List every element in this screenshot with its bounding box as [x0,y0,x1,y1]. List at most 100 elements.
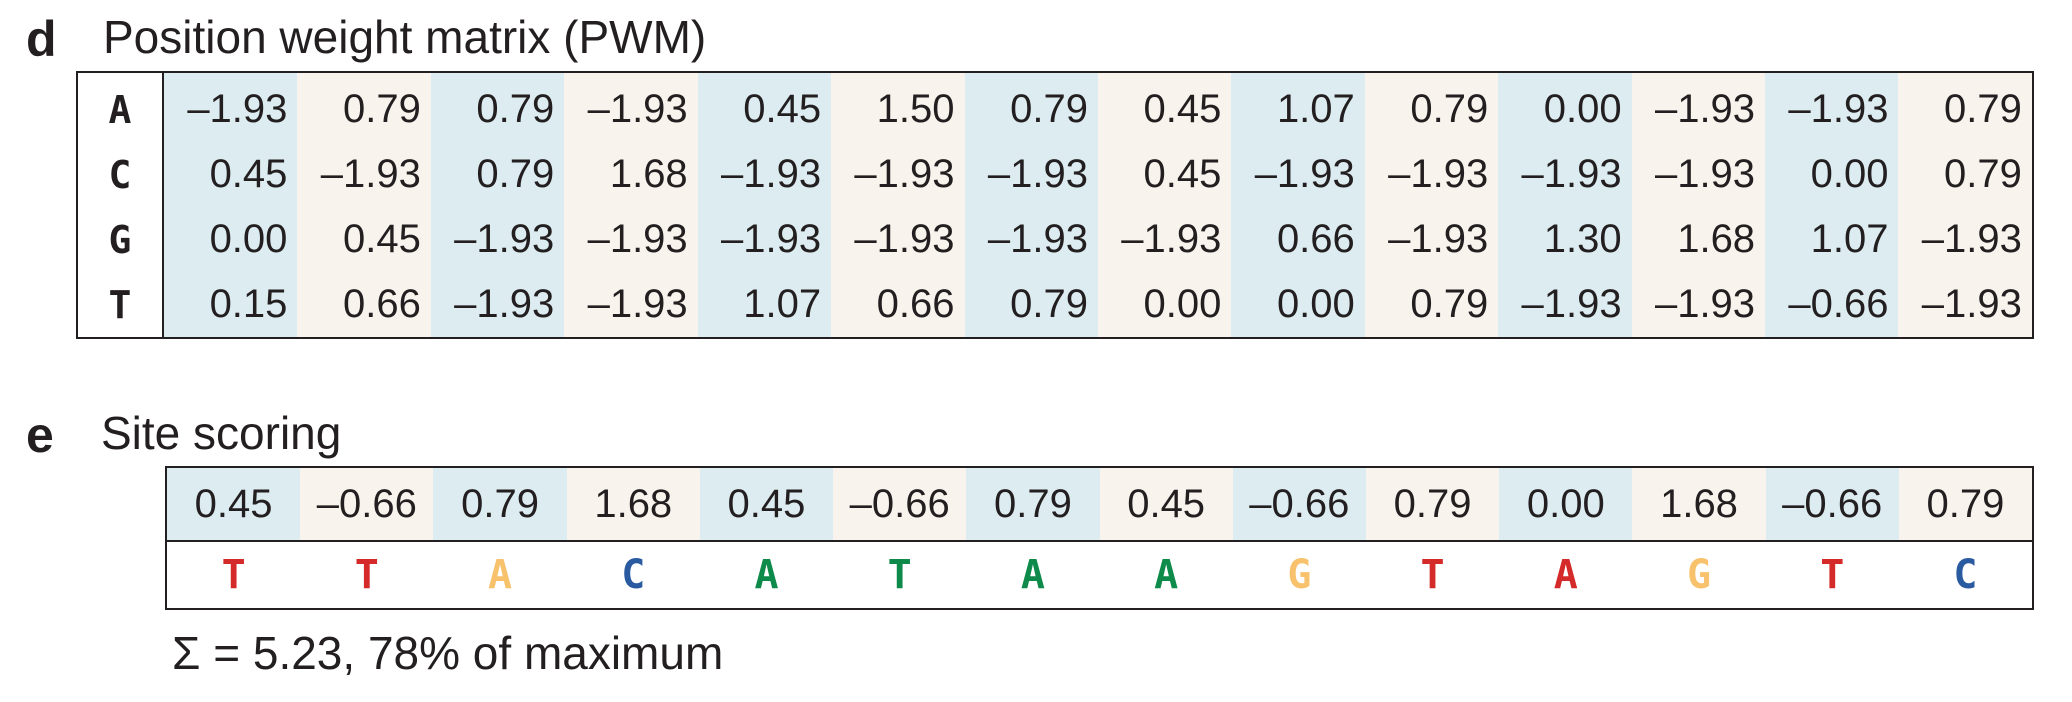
pwm-cell: –1.93 [1121,217,1222,261]
pwm-cell: 0.79 [1944,87,2022,131]
pwm-column: 0.79 –1.93 0.45 0.66 [297,73,431,337]
pwm-base-label-c: C [108,152,132,197]
sequence-base: A [1553,552,1578,598]
pwm-cell: –1.93 [1921,217,2022,261]
pwm-column: 0.79 0.79 –1.93 –1.93 [430,73,565,337]
pwm-cell: –1.93 [854,217,955,261]
sequence-base: A [1154,552,1179,598]
sequence-base: A [1020,552,1045,598]
score-summary: Σ = 5.23, 78% of maximum [172,627,724,679]
pwm-base-label-a: A [108,87,132,132]
pwm-cell: –1.93 [320,152,421,196]
pwm-column: 0.79 0.79 –1.93 –1.93 [1898,73,2032,337]
pwm-column: –1.93 0.00 1.07 –0.66 [1765,73,1899,337]
pwm-table: A C G T –1.93 0.45 0.00 0.15 0.79 –1.93 0.45 0.… [76,71,2034,339]
score-cell: 0.79 [433,468,567,540]
pwm-cell: –1.93 [1521,282,1622,326]
pwm-cell: –1.93 [1788,87,1889,131]
sequence-base: T [887,552,912,598]
score-cell: 0.00 [1499,468,1633,540]
pwm-column: 0.45 0.45 –1.93 0.00 [1097,73,1232,337]
pwm-column: 0.79 –1.93 –1.93 0.79 [964,73,1098,337]
pwm-columns: –1.93 0.45 0.00 0.15 0.79 –1.93 0.45 0.66 0.79 0.… [164,73,2032,337]
pwm-cell: 0.15 [209,282,288,326]
pwm-cell: 0.00 [209,217,288,261]
pwm-cell: –1.93 [454,217,555,261]
pwm-cell: –0.66 [1788,282,1889,326]
pwm-column: 1.07 –1.93 0.66 0.00 [1231,73,1365,337]
pwm-cell: 0.79 [342,87,421,131]
pwm-column: –1.93 0.45 0.00 0.15 [164,73,298,337]
pwm-cell: –1.93 [587,217,688,261]
score-row: 0.45 –0.66 0.79 1.68 0.45 –0.66 0.79 0.45 –0.66 0… [167,468,2033,542]
score-cell: 0.45 [167,468,301,540]
score-cell: 1.68 [566,468,700,540]
pwm-cell: 0.00 [1543,87,1622,131]
pwm-cell: 0.79 [1410,87,1489,131]
score-cell: –0.66 [300,468,434,540]
score-cell: 0.79 [1365,468,1500,540]
pwm-cell: –1.93 [854,152,955,196]
pwm-cell: –1.93 [187,87,288,131]
pwm-cell: 0.00 [1810,152,1889,196]
pwm-cell: –1.93 [721,217,822,261]
pwm-cell: 0.66 [342,282,421,326]
score-cell: 0.45 [699,468,834,540]
pwm-cell: 0.45 [743,87,822,131]
sequence-base: G [1287,552,1312,598]
pwm-base-label-t: T [108,282,132,327]
pwm-cell: –1.93 [987,217,1088,261]
pwm-cell: 1.07 [743,282,822,326]
score-cell: –0.66 [833,468,967,540]
sequence-base: A [754,552,779,598]
pwm-cell: 0.79 [1010,87,1088,131]
pwm-base-labels: A C G T [78,73,164,337]
score-cell: 1.68 [1632,468,1766,540]
site-scoring-title: Site scoring [101,407,342,459]
pwm-cell: –1.93 [1654,282,1756,326]
pwm-cell: 0.00 [1276,282,1355,326]
pwm-column: –1.93 1.68 –1.93 –1.93 [564,73,698,337]
pwm-cell: 1.68 [609,152,688,196]
pwm-base-label-g: G [108,217,132,262]
score-cell: 0.45 [1099,468,1233,540]
sequence-base: A [488,552,513,598]
pwm-cell: 1.50 [876,87,955,131]
sequence-base: T [354,552,379,598]
pwm-cell: –1.93 [1254,152,1355,196]
pwm-cell: –1.93 [1921,282,2022,326]
pwm-cell: –1.93 [587,282,688,326]
pwm-column: –1.93 –1.93 1.68 –1.93 [1631,73,1766,337]
pwm-cell: –1.93 [1388,152,1489,196]
pwm-cell: 0.00 [1143,282,1222,326]
pwm-cell: 1.30 [1543,217,1622,261]
pwm-cell: –1.93 [587,87,688,131]
site-scoring-table: 0.45 –0.66 0.79 1.68 0.45 –0.66 0.79 0.45 –0.66 0… [165,466,2034,610]
pwm-cell: 1.07 [1276,87,1355,131]
pwm-cell: 1.07 [1810,217,1889,261]
pwm-cell: 0.79 [476,87,555,131]
sequence-base: C [1953,552,1978,598]
pwm-cell: 0.79 [1410,282,1489,326]
sequence-base: G [1686,552,1712,598]
sequence-base: C [621,552,646,598]
pwm-cell: 0.45 [1143,87,1222,131]
pwm-cell: –1.93 [1388,217,1489,261]
pwm-cell: 0.45 [1143,152,1222,196]
score-cell: –0.66 [1765,468,1899,540]
pwm-column: 1.50 –1.93 –1.93 0.66 [831,73,965,337]
pwm-cell: 0.79 [476,152,555,196]
pwm-cell: –1.93 [454,282,555,326]
pwm-column: 0.45 –1.93 –1.93 1.07 [697,73,832,337]
panel-label-d: d [26,11,57,67]
pwm-title: Position weight matrix (PWM) [103,11,707,63]
pwm-cell: –1.93 [1521,152,1622,196]
pwm-cell: 0.45 [342,217,421,261]
score-cell: 0.79 [966,468,1100,540]
score-cell: 0.79 [1898,468,2033,540]
pwm-cell: 0.66 [876,282,955,326]
sequence-base: T [1420,552,1445,598]
sequence-base: T [221,552,246,598]
pwm-cell: 1.68 [1677,217,1756,261]
panel-label-e: e [26,407,54,463]
